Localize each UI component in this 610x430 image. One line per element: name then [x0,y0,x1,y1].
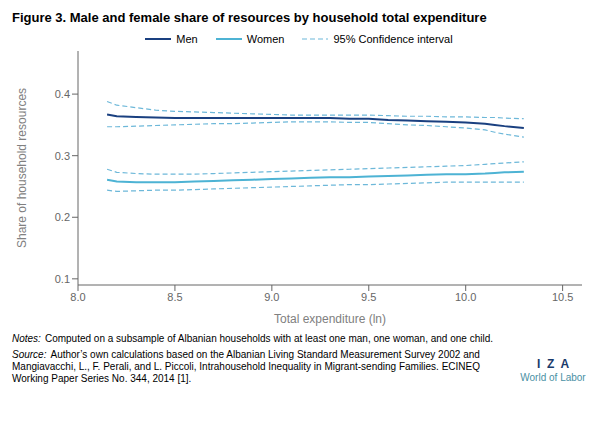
html-text:95% Confidence interval: 95% Confidence interval [333,33,453,45]
svg-text:8.5: 8.5 [167,291,182,303]
svg-text:9.0: 9.0 [264,291,279,303]
svg-text:8.0: 8.0 [70,291,85,303]
svg-text:Total expenditure (ln): Total expenditure (ln) [274,312,386,326]
html-text:Women: Women [246,33,285,45]
svg-text:0.1: 0.1 [55,273,70,285]
svg-text:0.2: 0.2 [55,211,70,223]
html-text:Source: Author’s own calculati: Source: Author’s own calculations based … [12,349,480,384]
svg-text:10.0: 10.0 [455,291,476,303]
svg-text:Share of household resources: Share of household resources [15,88,29,248]
svg-text:0.4: 0.4 [55,88,70,100]
html-text:Men: Men [176,33,198,45]
html-text:I Z A: I Z A [536,357,570,371]
svg-text:9.5: 9.5 [361,291,376,303]
svg-text:0.3: 0.3 [55,150,70,162]
html-text:Figure 3. Male and female shar: Figure 3. Male and female share of resou… [12,10,487,25]
svg-text:10.5: 10.5 [552,291,573,303]
html-text:World of Labor: World of Labor [520,372,586,383]
html-text:Notes: Computed on a subsample: Notes: Computed on a subsample of Albani… [12,333,493,344]
